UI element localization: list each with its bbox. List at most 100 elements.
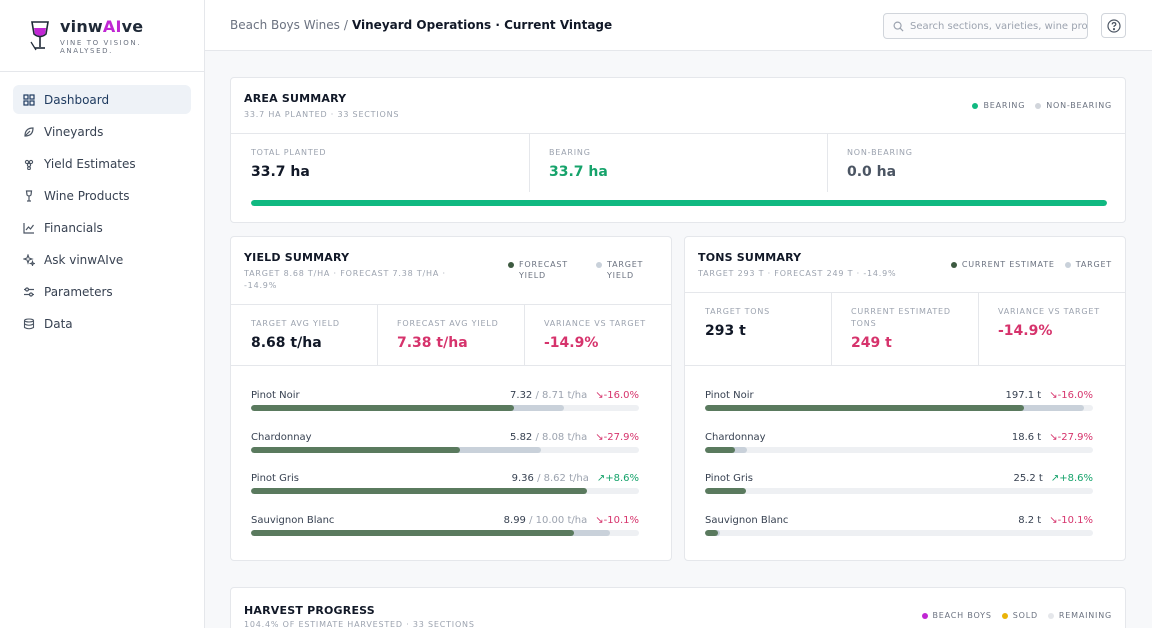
sliders-icon [23,286,35,298]
line-chart-icon [23,222,35,234]
legend: FORECAST YIELD TARGET YIELD [498,259,658,281]
variety-row: Sauvignon Blanc 8.99 / 10.00 t/ha ↘-10.1% [251,515,639,545]
actual-bar [251,405,514,411]
bar-track [251,405,639,411]
actual-value: 7.32 [510,390,533,401]
sidebar-item-dashboard[interactable]: Dashboard [13,85,191,114]
card-subtitle: 33.7 HA PLANTED · 33 SECTIONS [244,110,400,119]
legend: BEACH BOYS SOLD REMAINING [912,610,1112,621]
variety-row: Chardonnay 5.82 / 8.08 t/ha ↘-27.9% [251,432,639,462]
variety-name: Pinot Gris [705,473,753,484]
search-input[interactable] [910,20,1087,32]
card-title: TONS SUMMARY [698,251,802,264]
variety-values: 25.2 t ↗+8.6% [1013,473,1093,484]
actual-value: 8.2 t [1018,514,1042,526]
actual-value: 5.82 [510,431,533,443]
question-circle-icon [1106,18,1121,33]
actual-value: 25.2 t [1013,473,1043,484]
stat-forecast-avg-yield: FORECAST AVG YIELD 7.38 t/ha [397,319,499,351]
tons-summary-card: TONS SUMMARY TARGET 293 T · FORECAST 249… [684,236,1126,561]
sidebar: vinwAIve VINE TO VISION. ANALYSED. Dashb… [0,0,205,628]
sidebar-item-financials[interactable]: Financials [13,213,191,242]
card-title: AREA SUMMARY [244,92,347,105]
card-title: YIELD SUMMARY [244,251,350,264]
actual-value: 18.6 t [1011,431,1042,443]
sidebar-item-label: Financials [44,220,103,235]
variance-down: ↘-10.1% [595,514,639,526]
legend-item-current-estimate: CURRENT ESTIMATE [950,259,1055,270]
stat-bearing: BEARING 33.7 ha [549,148,608,180]
variety-values: 5.82 / 8.08 t/ha ↘-27.9% [510,432,639,443]
search-box[interactable] [883,13,1088,39]
help-button[interactable] [1101,13,1126,38]
bar-track [251,488,639,494]
variety-row: Pinot Noir 7.32 / 8.71 t/ha ↘-16.0% [251,390,639,420]
sidebar-item-label: Ask vinwAIve [44,252,124,267]
dashboard-icon [23,93,35,106]
stat-current-estimated-tons: CURRENT ESTIMATED TONS 249 t [851,307,951,351]
card-subtitle: TARGET 8.68 T/HA · FORECAST 7.38 T/HA · … [244,269,446,290]
card-subtitle: TARGET 293 T · FORECAST 249 T · -14.9% [698,269,897,278]
variety-name: Pinot Noir [251,390,300,401]
legend-dot [1047,613,1054,619]
bar-track [705,488,1093,494]
legend-item-bearing: BEARING [972,100,1025,111]
variety-row: Pinot Gris 9.36 / 8.62 t/ha ↗+8.6% [251,473,639,503]
legend-dot [1064,262,1071,268]
target-value: / 8.62 t/ha [537,473,589,484]
harvest-progress-card: HARVEST PROGRESS 104.4% OF ESTIMATE HARV… [230,587,1126,628]
legend: CURRENT ESTIMATE TARGET [941,259,1112,270]
sidebar-nav: Dashboard Vineyards Yield Estimates Wine… [0,72,204,354]
variety-row: Sauvignon Blanc 8.2 t ↘-10.1% [705,515,1093,545]
legend-item-target-yield: TARGET YIELD [596,259,658,281]
actual-bar [705,405,1024,411]
stat-target-avg-yield: TARGET AVG YIELD 8.68 t/ha [251,319,340,351]
legend-item-beach-boys: BEACH BOYS [921,610,992,621]
legend-item-forecast-yield: FORECAST YIELD [508,259,586,281]
legend-item-target: TARGET [1064,259,1112,270]
breadcrumb-separator: / [343,18,348,32]
card-subtitle: 104.4% OF ESTIMATE HARVESTED · 33 SECTIO… [244,620,475,628]
legend-dot [1001,613,1008,619]
stat-total-planted: TOTAL PLANTED 33.7 ha [251,148,327,180]
target-value: / 8.71 t/ha [535,390,588,401]
variance-down: ↘-27.9% [1049,431,1093,443]
sidebar-item-vineyards[interactable]: Vineyards [13,117,191,146]
actual-value: 197.1 t [1005,390,1042,401]
stat-yield-variance: VARIANCE VS TARGET -14.9% [544,319,646,351]
variety-values: 197.1 t ↘-16.0% [1006,390,1094,401]
sidebar-item-ask-vinwaive[interactable]: Ask vinwAIve [13,245,191,274]
variety-name: Chardonnay [251,431,312,443]
variance-up: ↗+8.6% [596,473,639,484]
variety-name: Pinot Gris [251,473,299,484]
sidebar-item-label: Yield Estimates [44,156,136,171]
actual-bar [705,446,736,453]
legend-item-sold: SOLD [1001,610,1038,621]
sidebar-item-wine-products[interactable]: Wine Products [13,181,191,210]
database-icon [23,317,35,330]
bearing-progress-fill [251,200,1107,206]
wine-glass-icon [23,189,35,202]
variety-values: 9.36 / 8.62 t/ha ↗+8.6% [512,473,639,484]
bar-track [705,405,1093,411]
variety-values: 8.99 / 10.00 t/ha ↘-10.1% [504,515,639,526]
target-value: / 10.00 t/ha [529,514,588,526]
sidebar-item-parameters[interactable]: Parameters [13,277,191,306]
wine-glass-logo-icon [30,20,49,50]
stat-tons-variance: VARIANCE VS TARGET -14.9% [998,307,1100,339]
bearing-progress-bar [251,200,1107,206]
legend-dot [1035,103,1042,109]
variety-name: Pinot Noir [705,390,754,401]
variance-down: ↘-27.9% [595,431,639,443]
variety-values: 18.6 t ↘-27.9% [1012,432,1093,443]
sidebar-item-yield-estimates[interactable]: Yield Estimates [13,149,191,178]
bar-track [251,529,639,536]
legend-item-remaining: REMAINING [1047,610,1112,621]
bar-track [251,446,639,453]
sidebar-item-label: Dashboard [44,92,110,107]
sidebar-item-label: Data [44,316,73,331]
sidebar-item-data[interactable]: Data [13,309,191,338]
brand-name: vinwAIve [60,16,144,36]
legend-dot [950,262,957,268]
breadcrumb-parent[interactable]: Beach Boys Wines [230,18,340,32]
